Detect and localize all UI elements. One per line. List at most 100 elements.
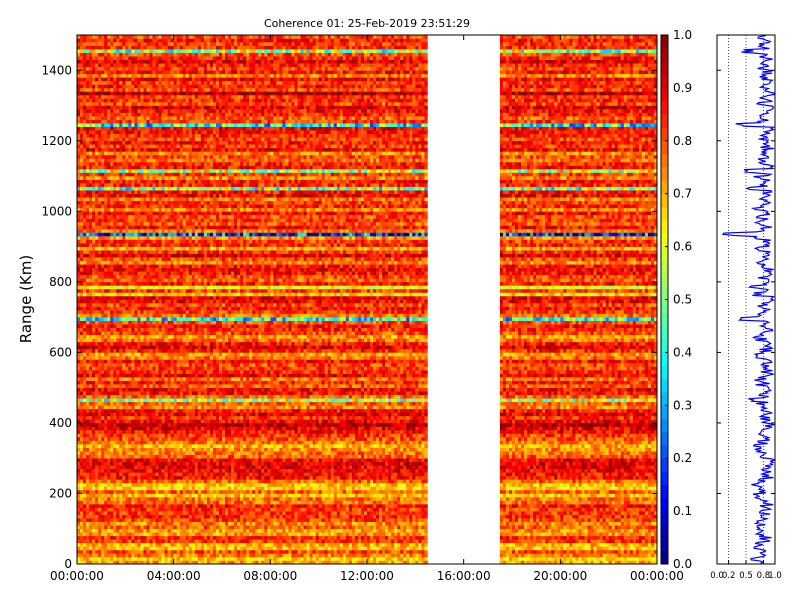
heatmap-cell <box>153 483 156 487</box>
heatmap-cell <box>122 261 125 265</box>
heatmap-cell <box>110 444 113 448</box>
heatmap-cell <box>80 381 83 385</box>
heatmap-cell <box>174 285 177 289</box>
heatmap-cell <box>92 134 95 138</box>
heatmap-cell <box>125 345 128 349</box>
heatmap-cell <box>122 42 125 46</box>
heatmap-cell <box>116 338 119 342</box>
heatmap-cell <box>95 130 98 134</box>
heatmap-cell <box>110 465 113 469</box>
heatmap-cell <box>113 511 116 515</box>
heatmap-cell <box>122 356 125 360</box>
heatmap-cell <box>134 377 137 381</box>
heatmap-cell <box>168 49 171 53</box>
heatmap-cell <box>168 423 171 427</box>
heatmap-cell <box>131 338 134 342</box>
heatmap-cell <box>168 493 171 497</box>
heatmap-cell <box>156 247 159 251</box>
heatmap-cell <box>104 264 107 268</box>
heatmap-cell <box>86 515 89 519</box>
heatmap-cell <box>119 271 122 275</box>
heatmap-cell <box>86 240 89 244</box>
heatmap-cell <box>128 67 131 71</box>
heatmap-cell <box>107 53 110 57</box>
heatmap-cell <box>146 278 149 282</box>
heatmap-cell <box>171 232 174 236</box>
heatmap-cell <box>146 204 149 208</box>
heatmap-cell <box>101 522 104 526</box>
heatmap-cell <box>165 176 168 180</box>
heatmap-cell <box>143 300 146 304</box>
heatmap-cell <box>92 49 95 53</box>
heatmap-cell <box>128 106 131 110</box>
heatmap-cell <box>156 285 159 289</box>
heatmap-cell <box>104 469 107 473</box>
heatmap-cell <box>165 451 168 455</box>
heatmap-cell <box>116 557 119 561</box>
heatmap-cell <box>140 405 143 409</box>
heatmap-cell <box>83 557 86 561</box>
heatmap-cell <box>101 229 104 233</box>
heatmap-cell <box>83 141 86 145</box>
heatmap-cell <box>165 74 168 78</box>
heatmap-cell <box>156 525 159 529</box>
heatmap-cell <box>113 289 116 293</box>
heatmap-cell <box>104 391 107 395</box>
heatmap-cell <box>98 444 101 448</box>
heatmap-cell <box>162 240 165 244</box>
heatmap-cell <box>122 374 125 378</box>
heatmap-cell <box>153 462 156 466</box>
heatmap-cell <box>156 508 159 512</box>
heatmap-cell <box>119 165 122 169</box>
heatmap-cell <box>168 53 171 57</box>
heatmap-cell <box>146 529 149 533</box>
heatmap-cell <box>174 515 177 519</box>
heatmap-cell <box>137 391 140 395</box>
heatmap-cell <box>110 35 113 39</box>
heatmap-cell <box>113 285 116 289</box>
heatmap-cell <box>128 317 131 321</box>
heatmap-cell <box>122 349 125 353</box>
heatmap-cell <box>143 204 146 208</box>
heatmap-cell <box>125 419 128 423</box>
heatmap-cell <box>153 243 156 247</box>
heatmap-cell <box>131 254 134 258</box>
heatmap-cell <box>83 201 86 205</box>
heatmap-cell <box>101 176 104 180</box>
heatmap-cell <box>116 250 119 254</box>
heatmap-cell <box>153 532 156 536</box>
heatmap-cell <box>101 444 104 448</box>
heatmap-cell <box>137 349 140 353</box>
heatmap-cell <box>113 261 116 265</box>
heatmap-cell <box>156 328 159 332</box>
heatmap-cell <box>171 98 174 102</box>
heatmap-cell <box>156 458 159 462</box>
heatmap-cell <box>131 74 134 78</box>
heatmap-cell <box>168 529 171 533</box>
heatmap-cell <box>143 215 146 219</box>
heatmap-cell <box>137 268 140 272</box>
heatmap-cell <box>95 194 98 198</box>
heatmap-cell <box>80 359 83 363</box>
heatmap-cell <box>131 201 134 205</box>
heatmap-cell <box>107 324 110 328</box>
heatmap-cell <box>101 328 104 332</box>
heatmap-cell <box>98 469 101 473</box>
heatmap-cell <box>113 211 116 215</box>
heatmap-cell <box>128 441 131 445</box>
heatmap-cell <box>83 307 86 311</box>
heatmap-cell <box>159 208 162 212</box>
heatmap-cell <box>83 388 86 392</box>
heatmap-cell <box>134 204 137 208</box>
heatmap-cell <box>143 201 146 205</box>
heatmap-cell <box>98 169 101 173</box>
heatmap-cell <box>104 222 107 226</box>
heatmap-cell <box>159 180 162 184</box>
heatmap-cell <box>162 106 165 110</box>
heatmap-cell <box>131 536 134 540</box>
heatmap-cell <box>125 70 128 74</box>
heatmap-cell <box>83 95 86 99</box>
heatmap-cell <box>128 412 131 416</box>
heatmap-cell <box>165 190 168 194</box>
heatmap-cell <box>116 236 119 240</box>
